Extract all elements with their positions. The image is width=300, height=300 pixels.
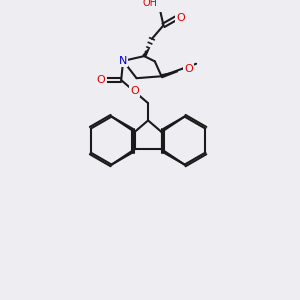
Text: N: N (119, 56, 127, 66)
Text: O: O (176, 13, 185, 23)
Text: OH: OH (142, 0, 158, 8)
Text: O: O (130, 86, 139, 96)
Polygon shape (161, 71, 178, 78)
Text: O: O (184, 64, 193, 74)
Text: O: O (97, 75, 105, 85)
Polygon shape (143, 48, 149, 57)
